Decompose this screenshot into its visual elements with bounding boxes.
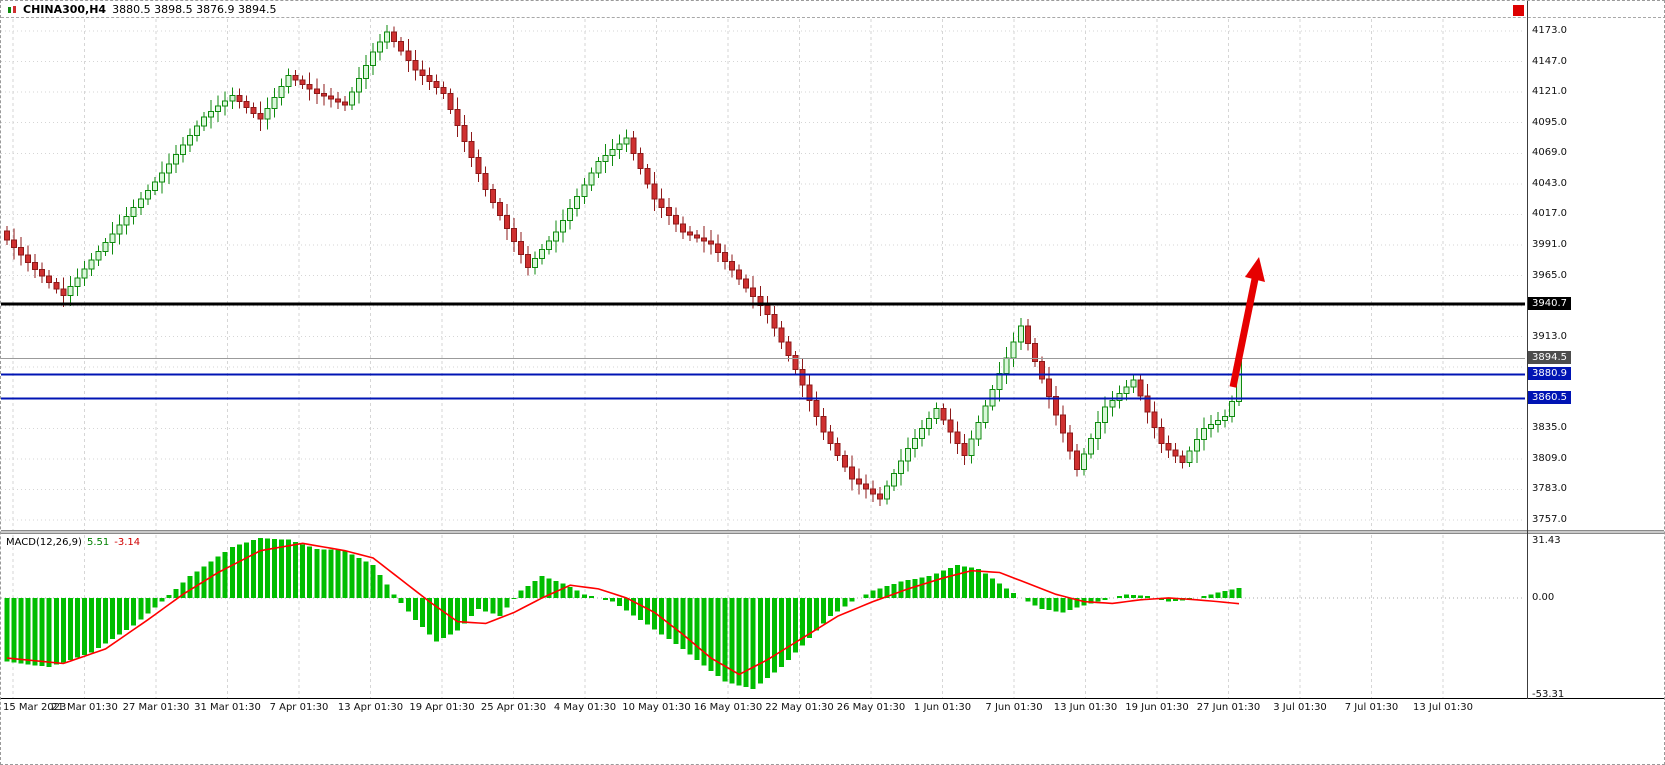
time-tick-label: 13 Jun 01:30 (1053, 702, 1118, 713)
macd-bottom-border (1, 698, 1664, 699)
macd-main-value: 5.51 (86, 537, 110, 548)
candlestick-icon (7, 5, 17, 15)
macd-tick-label: -53.31 (1532, 689, 1565, 700)
price-tick-label: 3809.0 (1532, 452, 1567, 464)
time-tick-label: 13 Jul 01:30 (1413, 702, 1473, 713)
price-tick-label: 3835.0 (1532, 422, 1567, 434)
time-tick-label: 10 May 01:30 (622, 702, 691, 713)
price-level-badge: 3940.7 (1528, 297, 1571, 311)
time-tick-label: 15 Mar 2023 (3, 702, 67, 713)
price-tick-label: 4147.0 (1532, 55, 1567, 67)
price-tick-label: 4069.0 (1532, 147, 1567, 159)
chart-title: CHINA300,H4 3880.5 3898.5 3876.9 3894.5 (7, 3, 277, 16)
time-tick-label: 13 Apr 01:30 (337, 702, 404, 713)
time-tick-label: 22 May 01:30 (765, 702, 834, 713)
macd-indicator-name: MACD(12,26,9) (6, 537, 82, 548)
macd-tick-label: 31.43 (1532, 534, 1561, 546)
time-tick-label: 26 May 01:30 (836, 702, 906, 713)
time-tick-label: 4 May 01:30 (553, 702, 617, 713)
price-tick-label: 3783.0 (1532, 483, 1567, 495)
red-square-marker (1513, 5, 1524, 16)
time-tick-label: 27 Mar 01:30 (122, 702, 190, 713)
price-level-badge: 3894.5 (1528, 351, 1571, 365)
title-band-divider (1, 17, 1664, 18)
price-level-badge: 3880.9 (1528, 367, 1571, 381)
time-tick-label: 7 Jun 01:30 (985, 702, 1043, 713)
time-tick-label: 3 Jul 01:30 (1273, 702, 1327, 713)
price-tick-label: 4173.0 (1532, 25, 1567, 36)
price-tick-label: 3965.0 (1532, 269, 1567, 281)
time-tick-label: 7 Jul 01:30 (1344, 702, 1399, 713)
price-axis-border (1527, 1, 1528, 699)
time-tick-label: 31 Mar 01:30 (194, 702, 261, 713)
macd-label-row: MACD(12,26,9) 5.51 -3.14 (6, 537, 140, 548)
trend-arrow-annotation[interactable] (1229, 278, 1259, 388)
time-tick-label: 1 Jun 01:30 (913, 702, 972, 713)
time-tick-label: 25 Apr 01:30 (480, 702, 547, 713)
price-tick-label: 3991.0 (1532, 238, 1567, 250)
macd-tick-label: 0.00 (1532, 591, 1555, 603)
price-tick-label: 3913.0 (1532, 330, 1567, 342)
macd-signal-value: -3.14 (114, 537, 141, 548)
time-tick-label: 19 Apr 01:30 (409, 702, 475, 713)
pane-divider[interactable] (1, 530, 1664, 534)
price-tick-label: 4017.0 (1532, 208, 1567, 220)
time-tick-label: 19 Jun 01:30 (1125, 702, 1189, 713)
price-tick-label: 3757.0 (1532, 514, 1567, 525)
time-tick-label: 16 May 01:30 (693, 702, 763, 713)
price-tick-label: 4121.0 (1532, 86, 1567, 98)
price-level-badge: 3860.5 (1528, 391, 1571, 405)
price-tick-label: 4043.0 (1532, 177, 1567, 189)
trend-arrow-head[interactable] (1245, 257, 1265, 282)
time-tick-label: 7 Apr 01:30 (269, 702, 329, 713)
time-tick-label: 21 Mar 01:30 (51, 702, 118, 713)
time-tick-label: 27 Jun 01:30 (1196, 702, 1261, 713)
ohlc-values-label: 3880.5 3898.5 3876.9 3894.5 (112, 3, 277, 16)
price-tick-label: 4095.0 (1532, 116, 1567, 128)
symbol-period-label: CHINA300,H4 (23, 3, 107, 16)
